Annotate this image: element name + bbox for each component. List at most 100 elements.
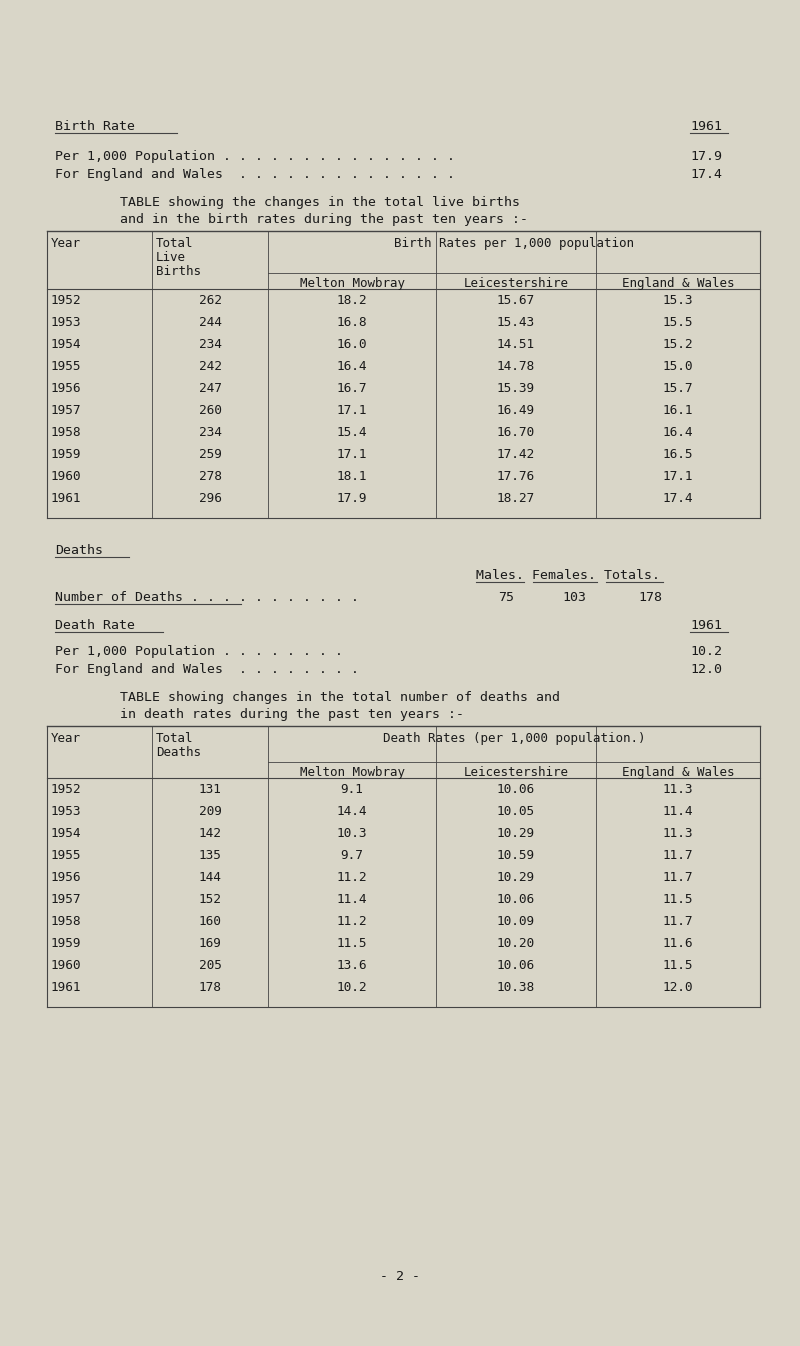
Text: Deaths: Deaths — [55, 544, 103, 557]
Text: 1958: 1958 — [51, 915, 82, 927]
Text: 11.3: 11.3 — [662, 783, 694, 795]
Text: 17.9: 17.9 — [690, 149, 722, 163]
Text: 1954: 1954 — [51, 826, 82, 840]
Text: 11.5: 11.5 — [662, 892, 694, 906]
Text: 11.7: 11.7 — [662, 871, 694, 884]
Text: 17.4: 17.4 — [690, 168, 722, 180]
Text: 15.7: 15.7 — [662, 382, 694, 394]
Text: 10.20: 10.20 — [497, 937, 535, 950]
Text: 152: 152 — [198, 892, 222, 906]
Text: Per 1,000 Population . . . . . . . .: Per 1,000 Population . . . . . . . . — [55, 645, 343, 658]
Text: 10.38: 10.38 — [497, 981, 535, 993]
Text: 16.5: 16.5 — [662, 448, 694, 460]
Text: 205: 205 — [198, 958, 222, 972]
Text: 9.1: 9.1 — [341, 783, 363, 795]
Text: 234: 234 — [198, 425, 222, 439]
Text: Total: Total — [156, 237, 194, 250]
Text: 1957: 1957 — [51, 892, 82, 906]
Text: 242: 242 — [198, 359, 222, 373]
Text: 1960: 1960 — [51, 958, 82, 972]
Text: 1953: 1953 — [51, 805, 82, 818]
Text: 10.59: 10.59 — [497, 849, 535, 861]
Text: 169: 169 — [198, 937, 222, 950]
Text: England & Wales: England & Wales — [622, 766, 734, 779]
Text: 16.4: 16.4 — [662, 425, 694, 439]
Text: 1954: 1954 — [51, 338, 82, 351]
Text: 144: 144 — [198, 871, 222, 884]
Text: Death Rates (per 1,000 population.): Death Rates (per 1,000 population.) — [382, 732, 646, 744]
Text: 178: 178 — [198, 981, 222, 993]
Text: 16.7: 16.7 — [337, 382, 367, 394]
Text: 11.2: 11.2 — [337, 871, 367, 884]
Text: 234: 234 — [198, 338, 222, 351]
Text: 17.4: 17.4 — [662, 493, 694, 505]
Text: 10.2: 10.2 — [337, 981, 367, 993]
Text: 13.6: 13.6 — [337, 958, 367, 972]
Text: Males. Females. Totals.: Males. Females. Totals. — [476, 569, 660, 581]
Text: 15.3: 15.3 — [662, 293, 694, 307]
Text: 1961: 1961 — [51, 981, 82, 993]
Text: 1952: 1952 — [51, 783, 82, 795]
Text: 17.76: 17.76 — [497, 470, 535, 483]
Text: 160: 160 — [198, 915, 222, 927]
Text: TABLE showing changes in the total number of deaths and: TABLE showing changes in the total numbe… — [120, 690, 560, 704]
Text: 14.4: 14.4 — [337, 805, 367, 818]
Text: Year: Year — [51, 732, 81, 744]
Text: 10.06: 10.06 — [497, 958, 535, 972]
Text: 16.70: 16.70 — [497, 425, 535, 439]
Text: 1961: 1961 — [51, 493, 82, 505]
Text: 18.2: 18.2 — [337, 293, 367, 307]
Text: 17.1: 17.1 — [337, 404, 367, 417]
Text: 16.49: 16.49 — [497, 404, 535, 417]
Text: 15.0: 15.0 — [662, 359, 694, 373]
Text: 15.67: 15.67 — [497, 293, 535, 307]
Text: 296: 296 — [198, 493, 222, 505]
Text: 11.5: 11.5 — [662, 958, 694, 972]
Text: 14.78: 14.78 — [497, 359, 535, 373]
Text: 12.0: 12.0 — [662, 981, 694, 993]
Text: 1955: 1955 — [51, 359, 82, 373]
Text: Leicestershire: Leicestershire — [463, 766, 569, 779]
Text: 15.2: 15.2 — [662, 338, 694, 351]
Text: 17.9: 17.9 — [337, 493, 367, 505]
Text: Melton Mowbray: Melton Mowbray — [299, 766, 405, 779]
Text: For England and Wales  . . . . . . . .: For England and Wales . . . . . . . . — [55, 664, 359, 676]
Text: 247: 247 — [198, 382, 222, 394]
Text: 10.05: 10.05 — [497, 805, 535, 818]
Text: 1958: 1958 — [51, 425, 82, 439]
Text: 1956: 1956 — [51, 871, 82, 884]
Text: Melton Mowbray: Melton Mowbray — [299, 277, 405, 289]
Text: and in the birth rates during the past ten years :-: and in the birth rates during the past t… — [120, 213, 528, 226]
Text: Birth Rate: Birth Rate — [55, 120, 135, 133]
Text: 10.06: 10.06 — [497, 783, 535, 795]
Text: 17.1: 17.1 — [662, 470, 694, 483]
Text: 103: 103 — [562, 591, 586, 604]
Text: Number of Deaths . . . . . . . . . . .: Number of Deaths . . . . . . . . . . . — [55, 591, 359, 604]
Text: Births: Births — [156, 265, 201, 279]
Text: 1953: 1953 — [51, 316, 82, 328]
Text: 18.1: 18.1 — [337, 470, 367, 483]
Text: 11.7: 11.7 — [662, 915, 694, 927]
Text: 11.4: 11.4 — [337, 892, 367, 906]
Text: 16.1: 16.1 — [662, 404, 694, 417]
Text: 131: 131 — [198, 783, 222, 795]
Text: 11.6: 11.6 — [662, 937, 694, 950]
Text: - 2 -: - 2 - — [380, 1271, 420, 1283]
Text: Death Rate: Death Rate — [55, 619, 135, 633]
Text: 135: 135 — [198, 849, 222, 861]
Text: 209: 209 — [198, 805, 222, 818]
Text: 16.4: 16.4 — [337, 359, 367, 373]
Text: 18.27: 18.27 — [497, 493, 535, 505]
Text: 11.4: 11.4 — [662, 805, 694, 818]
Text: 11.2: 11.2 — [337, 915, 367, 927]
Text: 11.7: 11.7 — [662, 849, 694, 861]
Text: 10.3: 10.3 — [337, 826, 367, 840]
Text: 16.8: 16.8 — [337, 316, 367, 328]
Text: 10.2: 10.2 — [690, 645, 722, 658]
Text: 11.5: 11.5 — [337, 937, 367, 950]
Text: 278: 278 — [198, 470, 222, 483]
Text: 262: 262 — [198, 293, 222, 307]
Text: 1960: 1960 — [51, 470, 82, 483]
Text: 14.51: 14.51 — [497, 338, 535, 351]
Text: in death rates during the past ten years :-: in death rates during the past ten years… — [120, 708, 464, 721]
